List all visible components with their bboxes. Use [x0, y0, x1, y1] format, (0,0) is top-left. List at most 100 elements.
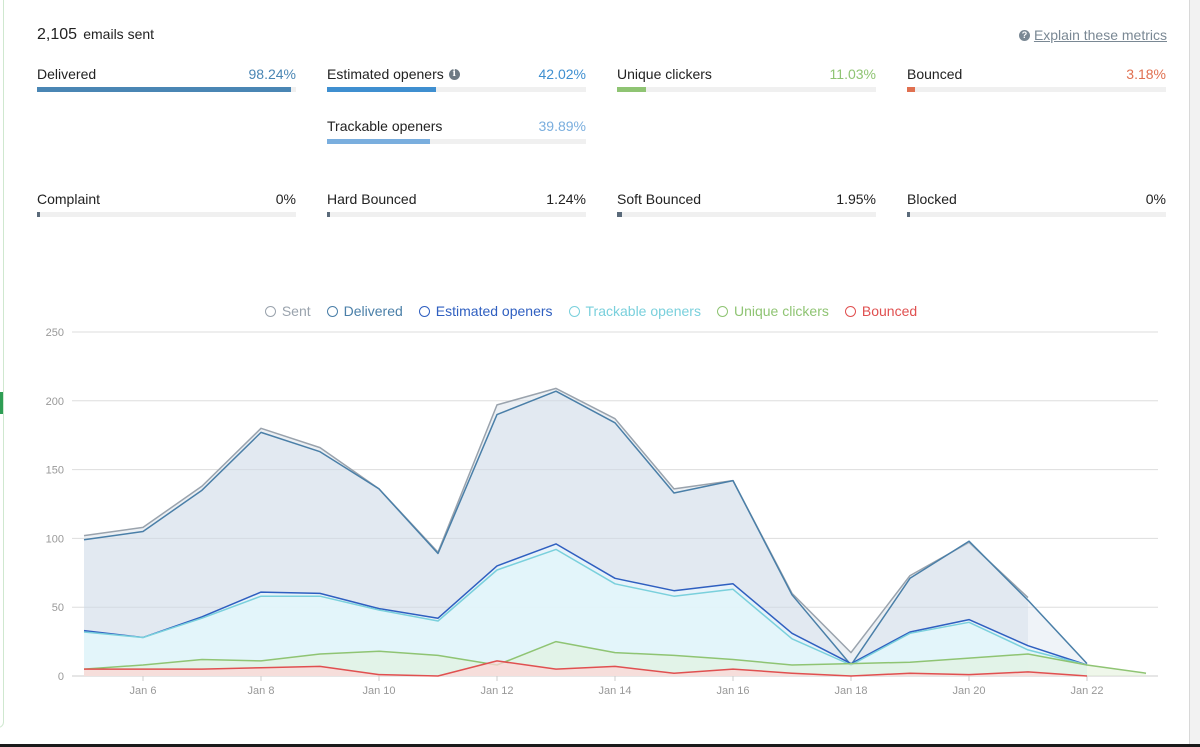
series-line-sent [83, 387, 1029, 654]
explain-metrics-link[interactable]: ? Explain these metrics [1018, 27, 1167, 43]
metric-bar-track [327, 87, 586, 92]
metric-bar-fill [37, 87, 292, 92]
metric-bar-track [907, 87, 1166, 92]
metric-label: Bounced [907, 66, 963, 82]
metric-bar-track [37, 87, 296, 92]
x-tick-label: Jan 22 [1070, 685, 1103, 697]
metric-value: 3.18% [1126, 66, 1166, 82]
metric-value: 0% [1145, 191, 1166, 207]
metric-bar-fill [617, 212, 623, 217]
legend-label: Unique clickers [733, 303, 829, 319]
series-line-unique-clickers [83, 640, 1147, 674]
metric-bar-fill [617, 87, 646, 92]
legend-item-delivered[interactable]: Delivered [326, 303, 403, 319]
y-tick-label: 150 [46, 465, 64, 477]
legend-marker [844, 305, 856, 317]
metric-label: Blocked [907, 191, 957, 207]
metric-bar-track [617, 212, 876, 217]
legend-marker [326, 305, 338, 317]
series-area-trackable-openers [84, 549, 1087, 676]
metric-label: Soft Bounced [617, 191, 702, 207]
legend-label: Delivered [343, 303, 403, 319]
metric-value: 11.03% [829, 66, 876, 82]
left-panel-accent [0, 392, 3, 414]
metric-label: Delivered [37, 66, 97, 82]
metric-value: 42.02% [538, 66, 586, 82]
y-tick-label: 200 [46, 396, 64, 408]
metric-bar-fill [327, 139, 431, 144]
metric-unique-clickers: Unique clickers 11.03% [617, 66, 876, 98]
series-line-trackable-openers [83, 548, 1088, 666]
metric-bar-fill [907, 212, 910, 217]
y-tick-label: 100 [46, 533, 64, 545]
legend-label: Estimated openers [435, 303, 553, 319]
metric-value: 1.95% [836, 191, 876, 207]
emails-sent-count: 2,105 [37, 26, 78, 43]
legend-label: Sent [281, 303, 311, 319]
question-circle-icon: ? [1018, 29, 1030, 41]
metric-label: Estimated openers [327, 66, 444, 82]
x-tick-label: Jan 10 [362, 685, 395, 697]
metric-label: Hard Bounced [327, 191, 417, 207]
y-tick-label: 0 [58, 671, 64, 683]
series-area-unique-clickers [84, 641, 1146, 676]
chart-legend: Sent Delivered Estimated openers Trackable … [0, 303, 1182, 320]
x-tick-label: Jan 6 [130, 685, 157, 697]
metric-label: Complaint [37, 191, 101, 207]
series-line-bounced [84, 660, 1088, 677]
metric-bar-track [327, 139, 586, 144]
legend-item-bounced[interactable]: Bounced [844, 303, 918, 319]
metric-trackable-openers: Trackable openers 39.89% [327, 118, 586, 150]
legend-label: Bounced [861, 303, 918, 319]
bottom-edge [0, 744, 1200, 747]
legend-label: Trackable openers [585, 303, 701, 319]
metric-label: Unique clickers [617, 66, 712, 82]
legend-marker [716, 305, 728, 317]
info-icon[interactable]: i [448, 68, 460, 80]
x-tick-label: Jan 18 [834, 685, 867, 697]
y-tick-label: 50 [52, 602, 64, 614]
emails-area-chart: 0 50 100 150 200 250 Jan 6 Jan 8 Jan 10 Jan 12 Jan… [46, 327, 1158, 697]
metric-soft-bounced: Soft Bounced 1.95% [617, 191, 876, 223]
scrollbar-track[interactable] [1189, 0, 1200, 747]
series-line-delivered [83, 390, 1088, 666]
emails-sent-label: emails sent [83, 26, 155, 42]
metric-bar-fill [907, 87, 916, 92]
y-tick-label: 250 [46, 327, 64, 339]
metric-bounced: Bounced 3.18% [907, 66, 1166, 98]
legend-item-sent[interactable]: Sent [264, 303, 311, 319]
metric-blocked: Blocked 0% [907, 191, 1166, 223]
legend-item-trackable-openers[interactable]: Trackable openers [568, 303, 701, 319]
x-tick-label: Jan 20 [952, 685, 985, 697]
legend-marker [418, 305, 430, 317]
x-tick-label: Jan 14 [598, 685, 631, 697]
emails-sent-summary: 2,105 emails sent [37, 26, 154, 44]
metric-hard-bounced: Hard Bounced 1.24% [327, 191, 586, 223]
metric-bar-fill [327, 212, 331, 217]
series-line-estimated-openers [83, 543, 1088, 666]
metric-bar-fill [37, 212, 40, 217]
metric-bar-track [37, 212, 296, 217]
metric-value: 98.24% [248, 66, 296, 82]
metric-value: 1.24% [546, 191, 586, 207]
legend-marker [568, 305, 580, 317]
metric-value: 0% [275, 191, 296, 207]
explain-metrics-text: Explain these metrics [1033, 27, 1167, 43]
metric-bar-fill [327, 87, 436, 92]
metric-estimated-openers: Estimated openers i 42.02% [327, 66, 586, 98]
x-tick-label: Jan 12 [480, 685, 513, 697]
header: 2,105 emails sent ? Explain these metric… [37, 26, 1167, 46]
metric-bar-track [327, 212, 586, 217]
metric-label-wrap: Estimated openers i [327, 66, 460, 82]
metric-value: 39.89% [538, 118, 586, 134]
metric-bar-track [617, 87, 876, 92]
x-tick-label: Jan 8 [248, 685, 275, 697]
legend-item-unique-clickers[interactable]: Unique clickers [716, 303, 829, 319]
legend-item-estimated-openers[interactable]: Estimated openers [418, 303, 553, 319]
metric-label: Trackable openers [327, 118, 443, 134]
metric-complaint: Complaint 0% [37, 191, 296, 223]
metric-delivered: Delivered 98.24% [37, 66, 296, 98]
x-tick-label: Jan 16 [716, 685, 749, 697]
metric-bar-track [907, 212, 1166, 217]
legend-marker [264, 305, 276, 317]
